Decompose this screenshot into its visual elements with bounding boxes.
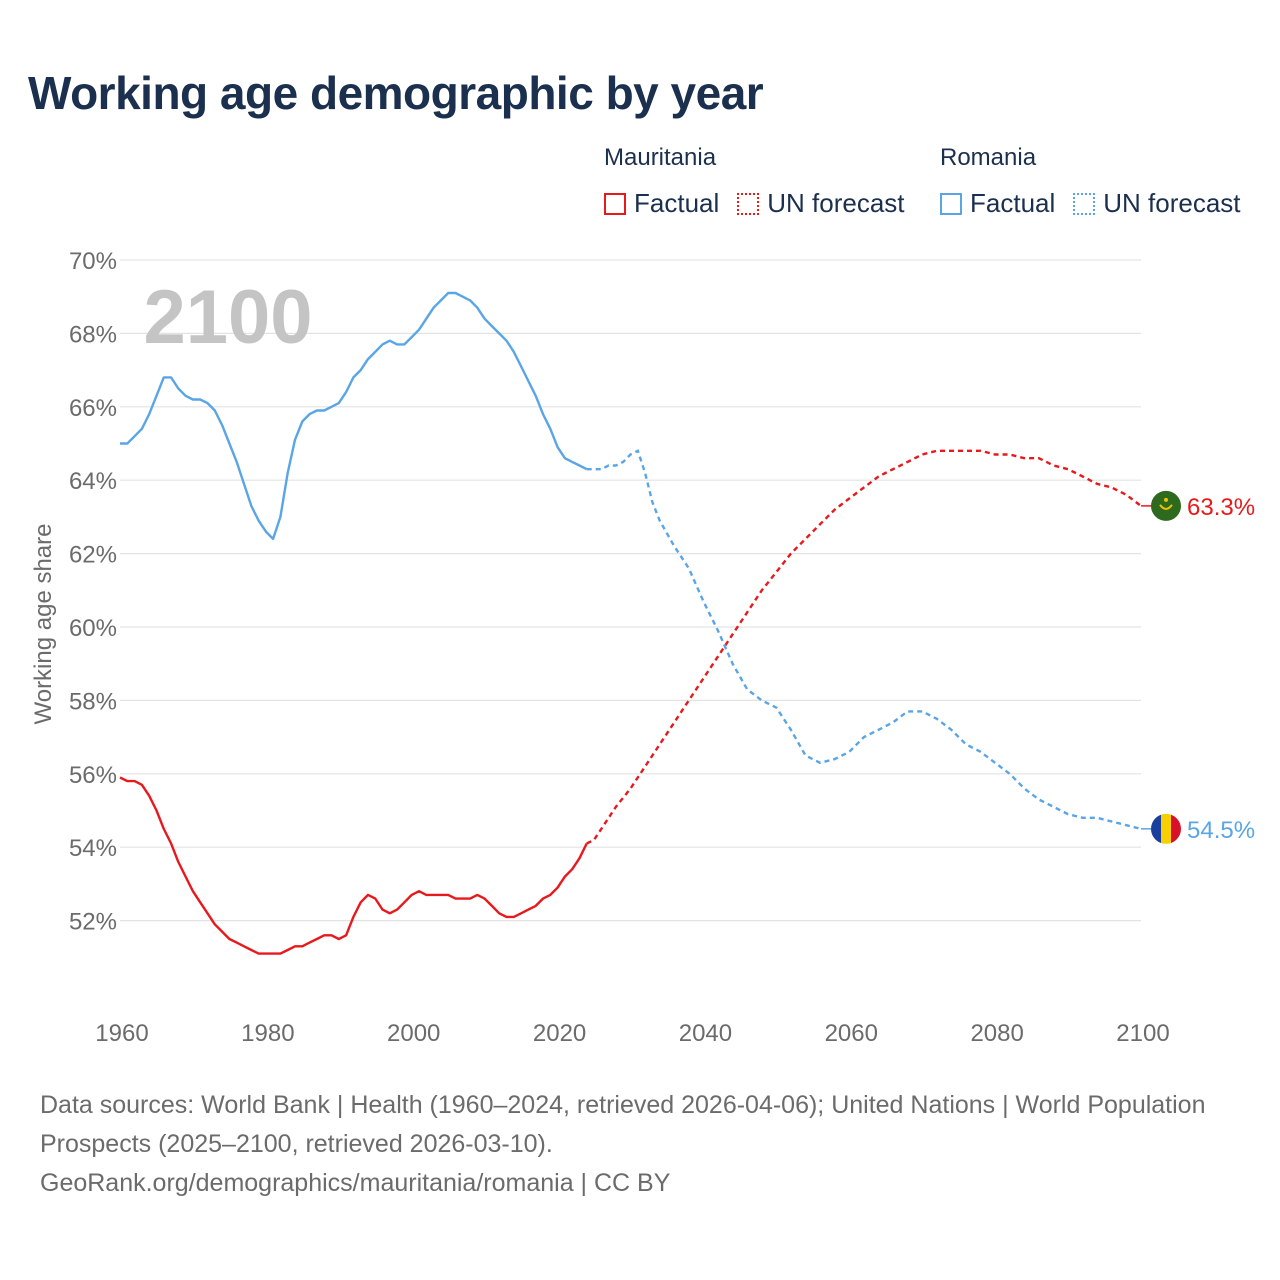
legend-label: Factual xyxy=(970,188,1056,218)
y-tick-label: 56% xyxy=(69,762,117,789)
romania-flag-icon xyxy=(1151,813,1181,844)
legend-label: UN forecast xyxy=(767,188,905,218)
y-tick-label: 52% xyxy=(69,909,117,936)
legend-swatch-solid xyxy=(604,192,626,215)
y-tick-label: 66% xyxy=(69,395,117,422)
x-axis-ticks: 1960 1980 2000 2020 2040 2060 2080 2100 xyxy=(95,1020,1169,1047)
legend-item-romania-factual[interactable]: Factual xyxy=(940,188,1055,219)
y-axis-label: Working age share xyxy=(30,524,57,725)
x-tick-label: 2000 xyxy=(387,1020,440,1047)
y-axis-ticks: 52% 54% 56% 58% 60% 62% 64% 66% 68% 70% xyxy=(69,248,117,936)
x-tick-label: 1960 xyxy=(95,1020,148,1047)
x-tick-label: 1980 xyxy=(241,1020,294,1047)
series-lines xyxy=(119,291,1142,955)
y-tick-label: 54% xyxy=(69,835,117,862)
series-romania-factual-line xyxy=(120,291,588,541)
footer: Data sources: World Bank | Health (1960–… xyxy=(40,1086,1240,1203)
flag-star xyxy=(1164,497,1168,502)
legend-item-mauritania-factual[interactable]: Factual xyxy=(604,188,719,219)
legend-group-romania: Romania Factual UN forecast xyxy=(940,144,1241,219)
series-mauritania-factual-line xyxy=(119,776,588,955)
series-romania-forecast-line xyxy=(586,449,1142,831)
year-watermark: 2100 xyxy=(143,275,312,360)
flag-field xyxy=(1151,490,1181,521)
end-value-label: 54.5% xyxy=(1187,817,1255,844)
x-tick-label: 2080 xyxy=(970,1020,1023,1047)
legend-label: Factual xyxy=(634,188,720,218)
flag-crescent xyxy=(1159,504,1173,510)
legend-item-romania-forecast[interactable]: UN forecast xyxy=(1073,188,1241,219)
y-tick-label: 68% xyxy=(69,321,117,348)
chart-title: Working age demographic by year xyxy=(28,67,764,119)
y-tick-label: 64% xyxy=(69,468,117,495)
y-tick-label: 70% xyxy=(69,248,117,275)
attribution-link[interactable]: GeoRank.org/demographics/mauritania/roma… xyxy=(40,1169,671,1197)
legend-swatch-dotted xyxy=(737,192,760,215)
chart-area: 2100 52% 54% 56% 58% 60% 62% 64% 66% 68% 70% 1960… xyxy=(30,248,1255,1047)
legend-group-mauritania: Mauritania Factual UN forecast xyxy=(604,144,905,219)
gridlines xyxy=(120,259,1141,922)
flag-stripe xyxy=(1171,813,1181,844)
x-tick-label: 2060 xyxy=(825,1020,878,1047)
x-tick-label: 2040 xyxy=(679,1020,732,1047)
legend-group-name: Romania xyxy=(940,144,1037,171)
y-tick-label: 62% xyxy=(69,542,117,569)
x-tick-label: 2100 xyxy=(1116,1020,1169,1047)
mauritania-flag-icon xyxy=(1151,490,1181,521)
legend-group-name: Mauritania xyxy=(604,144,717,171)
legend-swatch-dotted xyxy=(1073,192,1096,215)
flag-stripe xyxy=(1151,813,1162,844)
end-value-label: 63.3% xyxy=(1187,494,1255,521)
end-labels: 63.3% 54.5% xyxy=(1141,490,1255,844)
legend-swatch-solid xyxy=(940,192,962,215)
legend-item-mauritania-forecast[interactable]: UN forecast xyxy=(737,188,905,219)
data-sources: Data sources: World Bank | Health (1960–… xyxy=(40,1091,1206,1158)
y-tick-label: 60% xyxy=(69,615,117,642)
legend-label: UN forecast xyxy=(1103,188,1241,218)
series-mauritania-forecast-line xyxy=(586,449,1142,845)
x-tick-label: 2020 xyxy=(533,1020,586,1047)
y-tick-label: 58% xyxy=(69,688,117,715)
flag-stripe xyxy=(1161,813,1172,844)
